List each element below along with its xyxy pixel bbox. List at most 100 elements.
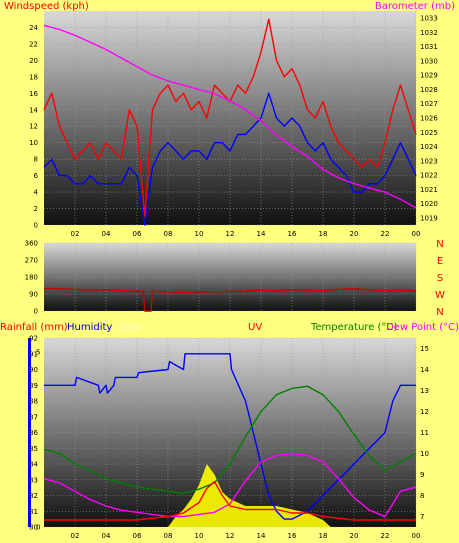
direction-grid bbox=[44, 242, 417, 312]
compass-label: S bbox=[437, 273, 443, 284]
compass-label: N bbox=[436, 239, 443, 250]
x-tick-label: 14 bbox=[257, 532, 266, 540]
x-tick-label: 18 bbox=[319, 532, 328, 540]
x-tick-label: 04 bbox=[102, 230, 111, 238]
wind-x-tick-labels: 02 04 06 08 10 12 14 16 18 20 22 00 bbox=[71, 230, 421, 238]
series-barometer-line bbox=[43, 24, 417, 209]
y-tick-label: 86 bbox=[29, 429, 38, 437]
x-tick-label: 00 bbox=[412, 532, 421, 540]
legend-uv: UV bbox=[248, 322, 262, 333]
barometer-y-tick-labels: 1019 1020 1021 1022 1023 1024 1025 1026 1027 1028… bbox=[420, 15, 438, 223]
barometer-axis-label: Barometer (mb) bbox=[375, 1, 455, 12]
y-tick-label: 270 bbox=[25, 257, 38, 265]
y-tick-label: 0 bbox=[34, 222, 38, 230]
rain-tick-label: 5 bbox=[36, 349, 40, 357]
y2-tick-label: 1025 bbox=[420, 129, 438, 137]
series-solar-area bbox=[44, 464, 416, 527]
legend-humidity: Humidity bbox=[67, 322, 112, 333]
y2-tick-label: 1027 bbox=[420, 100, 438, 108]
y-tick-label: 89 bbox=[29, 382, 38, 390]
windspeed-axis-label: Windspeed (kph) bbox=[4, 1, 89, 12]
y-tick-label: 4 bbox=[34, 189, 39, 197]
y-tick-label: 24 bbox=[29, 24, 38, 32]
y-tick-label: 6 bbox=[34, 172, 39, 180]
x-tick-label: 00 bbox=[412, 230, 421, 238]
y2-tick-label: 1032 bbox=[420, 29, 438, 37]
series-dew-point-line bbox=[43, 452, 417, 518]
direction-y-tick-labels: 0 90 180 270 360 bbox=[25, 240, 38, 316]
x-tick-label: 02 bbox=[71, 532, 80, 540]
y-tick-label: 92 bbox=[29, 335, 38, 343]
y-tick-label: 20 bbox=[29, 57, 38, 65]
x-tick-label: 14 bbox=[257, 230, 266, 238]
y-tick-label: 85 bbox=[29, 445, 38, 453]
y-tick-label: 14 bbox=[29, 106, 38, 114]
x-tick-label: 16 bbox=[288, 230, 297, 238]
temperature-series-lines bbox=[43, 353, 417, 521]
y2-tick-label: 12 bbox=[420, 408, 429, 416]
series-wind-direction-line bbox=[43, 287, 417, 312]
y-tick-label: 360 bbox=[25, 240, 38, 248]
x-tick-label: 02 bbox=[71, 230, 80, 238]
y2-tick-label: 1033 bbox=[420, 15, 438, 23]
rain-tick-label: 0 bbox=[36, 524, 40, 532]
temperature-y-tick-labels: 7 8 9 10 11 12 13 14 15 bbox=[420, 345, 429, 521]
x-tick-label: 22 bbox=[381, 532, 390, 540]
y-tick-label: 81 bbox=[29, 508, 38, 516]
y2-tick-label: 1030 bbox=[420, 57, 438, 65]
humidity-axis-bar bbox=[28, 338, 31, 527]
y-tick-label: 84 bbox=[29, 461, 38, 469]
series-temperature-line bbox=[43, 385, 417, 495]
solar-area bbox=[44, 464, 416, 527]
y2-tick-label: 1019 bbox=[420, 214, 438, 222]
y2-tick-label: 9 bbox=[420, 471, 424, 479]
y-tick-label: 0 bbox=[34, 308, 38, 316]
y-tick-label: 2 bbox=[34, 205, 38, 213]
y2-tick-label: 1021 bbox=[420, 186, 438, 194]
x-tick-label: 12 bbox=[226, 532, 235, 540]
rainfall-y-tick-labels: 05 bbox=[36, 349, 40, 532]
x-tick-label: 06 bbox=[133, 532, 142, 540]
y2-tick-label: 1024 bbox=[420, 143, 438, 151]
y-tick-label: 10 bbox=[29, 139, 38, 147]
legend-solar: Solar bbox=[118, 322, 144, 333]
x-tick-label: 20 bbox=[350, 230, 359, 238]
x-tick-label: 10 bbox=[195, 532, 204, 540]
legend-rainfall: Rainfall (mm) bbox=[0, 322, 68, 333]
y2-tick-label: 11 bbox=[420, 429, 429, 437]
humidity-y-tick-labels: 80 81 82 83 84 85 86 87 88 89 90 91 92 bbox=[29, 335, 38, 532]
legend-dew-point: Dew Point (°C) bbox=[386, 322, 459, 333]
y-tick-label: 16 bbox=[29, 90, 38, 98]
y-tick-label: 87 bbox=[29, 413, 38, 421]
y2-tick-label: 8 bbox=[420, 492, 424, 500]
y2-tick-label: 1028 bbox=[420, 86, 438, 94]
legend-temperature: Temperature (°C) bbox=[310, 322, 397, 333]
y-tick-label: 83 bbox=[29, 476, 38, 484]
y-tick-label: 18 bbox=[29, 73, 38, 81]
y-tick-label: 82 bbox=[29, 492, 38, 500]
y2-tick-label: 13 bbox=[420, 387, 429, 395]
x-tick-label: 12 bbox=[226, 230, 235, 238]
y2-tick-label: 1026 bbox=[420, 115, 438, 123]
y2-tick-label: 15 bbox=[420, 345, 429, 353]
y-tick-label: 90 bbox=[29, 291, 38, 299]
y-tick-label: 12 bbox=[29, 123, 38, 131]
y2-tick-label: 14 bbox=[420, 366, 429, 374]
x-tick-label: 18 bbox=[319, 230, 328, 238]
compass-label: N bbox=[436, 307, 443, 318]
compass-label: W bbox=[435, 290, 445, 301]
y-tick-label: 8 bbox=[34, 156, 38, 164]
x-tick-label: 06 bbox=[133, 230, 142, 238]
y2-tick-label: 1029 bbox=[420, 72, 438, 80]
y2-tick-label: 1023 bbox=[420, 157, 438, 165]
y2-tick-label: 1020 bbox=[420, 200, 438, 208]
series-gust-line bbox=[43, 92, 417, 226]
y-tick-label: 80 bbox=[29, 524, 38, 532]
y-tick-label: 88 bbox=[29, 398, 38, 406]
